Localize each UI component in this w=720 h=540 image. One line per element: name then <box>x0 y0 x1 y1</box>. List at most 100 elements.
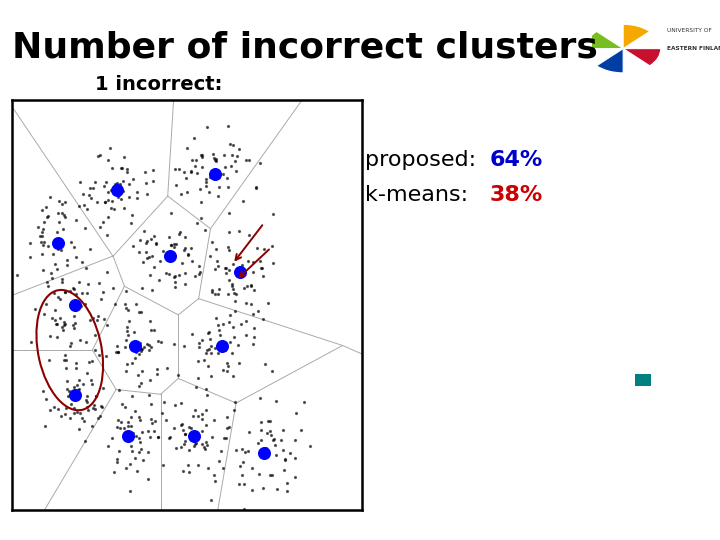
Point <box>264 470 276 479</box>
Point <box>186 244 197 252</box>
Point <box>58 355 70 364</box>
Point <box>109 205 120 213</box>
Point <box>233 227 245 235</box>
Point <box>200 178 212 187</box>
Point <box>217 366 229 374</box>
Point <box>194 261 205 270</box>
Point <box>133 412 145 421</box>
Point <box>114 417 126 426</box>
Point <box>79 437 91 445</box>
Point <box>238 505 250 514</box>
Point <box>107 164 118 172</box>
Point <box>233 145 245 153</box>
Point <box>189 134 200 143</box>
Point <box>184 468 195 476</box>
Point <box>140 239 151 247</box>
Point <box>74 409 86 417</box>
Point <box>228 333 240 341</box>
Point <box>240 299 251 307</box>
Point <box>53 292 64 301</box>
Point <box>68 382 79 391</box>
Point <box>182 249 194 258</box>
Point <box>299 397 310 406</box>
Point <box>227 372 238 380</box>
Point <box>100 352 112 360</box>
Point <box>180 174 192 183</box>
Point <box>240 156 252 165</box>
Point <box>262 417 274 426</box>
Point <box>194 267 205 276</box>
Point <box>130 348 142 356</box>
Point <box>51 265 63 273</box>
Point <box>145 317 156 326</box>
Point <box>136 284 148 292</box>
Point <box>185 167 197 176</box>
Point <box>68 320 79 329</box>
Point <box>225 161 237 170</box>
Text: Number of incorrect clusters: Number of incorrect clusters <box>12 30 598 64</box>
Point <box>196 415 207 423</box>
Point <box>73 376 84 384</box>
Point <box>105 186 117 194</box>
Point <box>127 392 138 400</box>
Point <box>213 326 225 334</box>
Point <box>24 239 36 248</box>
Point <box>127 174 138 183</box>
Point <box>235 320 246 329</box>
Point <box>99 198 111 206</box>
Point <box>281 478 292 487</box>
Point <box>203 344 215 353</box>
Point <box>68 312 79 320</box>
Point <box>113 447 125 455</box>
Point <box>210 154 222 163</box>
Point <box>132 248 144 256</box>
Point <box>189 440 200 448</box>
Point <box>153 275 164 284</box>
Point <box>147 177 158 185</box>
Point <box>151 370 163 379</box>
Point <box>261 443 272 452</box>
Point <box>224 338 235 346</box>
Point <box>222 183 234 192</box>
Point <box>44 332 55 341</box>
Point <box>179 244 190 252</box>
Point <box>169 165 181 173</box>
Point <box>120 464 132 473</box>
Point <box>204 172 216 181</box>
Point <box>281 487 292 495</box>
Point <box>138 227 150 235</box>
Point <box>132 466 143 475</box>
Point <box>60 403 72 412</box>
Point <box>42 282 53 291</box>
Point <box>251 184 262 192</box>
Point <box>197 150 208 159</box>
Point <box>271 484 283 493</box>
Point <box>135 308 147 316</box>
Point <box>35 232 46 240</box>
Point <box>199 355 210 364</box>
Point <box>256 436 267 444</box>
Point <box>60 213 71 221</box>
Point <box>171 240 182 248</box>
Point <box>122 167 133 176</box>
Point <box>199 226 211 234</box>
Point <box>73 299 85 307</box>
Point <box>175 442 186 451</box>
Point <box>175 399 186 407</box>
Point <box>266 470 278 479</box>
Point <box>163 233 175 241</box>
Point <box>181 143 193 152</box>
Point <box>223 276 235 285</box>
Point <box>203 188 215 197</box>
Point <box>145 271 156 279</box>
Point <box>56 200 68 208</box>
Point <box>56 208 68 217</box>
Point <box>73 425 85 434</box>
Point <box>200 174 212 183</box>
Point <box>135 444 146 453</box>
Point <box>168 423 180 432</box>
Point <box>64 341 76 350</box>
Point <box>248 333 259 342</box>
Point <box>258 360 270 368</box>
Point <box>173 230 184 239</box>
